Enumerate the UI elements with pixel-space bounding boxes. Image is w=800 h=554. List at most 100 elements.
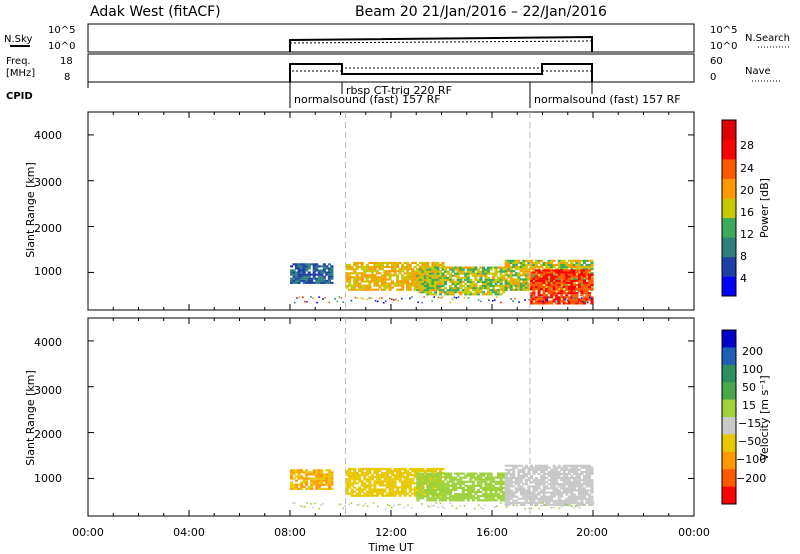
data-cell	[315, 481, 319, 484]
data-cell	[350, 478, 354, 481]
nsky-tick-top: 10^5	[48, 25, 75, 36]
data-cell	[479, 476, 483, 479]
data-cell	[529, 259, 533, 262]
data-cell	[307, 487, 311, 490]
data-cell	[360, 474, 364, 477]
data-cell	[365, 278, 369, 281]
data-cell	[486, 495, 490, 498]
data-cell	[416, 497, 420, 500]
data-cell	[489, 499, 493, 502]
data-cell	[588, 503, 592, 506]
data-cell	[507, 503, 511, 506]
data-cell	[418, 282, 422, 285]
data-cell	[358, 286, 362, 289]
data-cell	[413, 492, 417, 495]
data-cell	[524, 276, 528, 279]
data-cell	[560, 468, 564, 471]
data-cell	[453, 296, 456, 299]
data-cell	[591, 297, 593, 300]
data-cell	[358, 469, 362, 472]
data-cell	[441, 272, 445, 275]
data-cell	[370, 494, 374, 497]
data-cell	[393, 284, 397, 287]
data-cell	[464, 493, 468, 496]
data-cell	[484, 491, 488, 494]
data-cell	[433, 263, 437, 266]
data-cell	[416, 493, 420, 496]
data-cell	[368, 268, 372, 271]
data-cell	[418, 280, 422, 283]
data-cell	[534, 503, 538, 506]
data-cell	[461, 497, 465, 500]
data-cell	[474, 497, 478, 500]
data-cell	[514, 280, 518, 283]
data-cell	[300, 267, 304, 270]
data-cell	[542, 277, 546, 280]
data-cell	[411, 467, 415, 470]
xtick-0000-a: 00:00	[72, 526, 104, 539]
data-cell	[315, 265, 319, 268]
data-cell	[545, 497, 549, 500]
velocity-ylabel: Slant Range [km]	[24, 370, 37, 466]
data-cell	[413, 276, 417, 279]
data-cell	[585, 485, 589, 488]
data-cell	[484, 480, 488, 483]
data-cell	[348, 474, 352, 477]
data-cell	[439, 478, 443, 481]
data-cell	[439, 283, 443, 286]
data-cell	[545, 501, 549, 504]
data-cell	[545, 266, 549, 269]
data-cell	[577, 503, 581, 506]
data-cell	[358, 276, 362, 279]
data-cell	[421, 266, 425, 269]
data-cell	[330, 281, 334, 284]
data-cell	[330, 475, 334, 478]
data-cell	[517, 477, 521, 480]
data-cell	[492, 495, 496, 498]
data-cell	[406, 286, 410, 289]
data-cell	[552, 300, 556, 303]
data-cell	[567, 290, 571, 293]
data-cell	[494, 280, 498, 283]
data-cell	[567, 275, 571, 278]
data-cell	[575, 489, 579, 492]
data-cell	[570, 298, 574, 301]
data-cell	[312, 271, 316, 274]
data-cell	[401, 482, 405, 485]
data-cell	[378, 467, 382, 470]
data-cell	[307, 473, 311, 476]
data-cell	[567, 497, 571, 500]
data-cell	[565, 464, 569, 467]
data-cell	[449, 478, 453, 481]
data-cell	[567, 281, 571, 284]
data-cell	[363, 476, 367, 479]
data-cell	[542, 292, 546, 295]
data-cell	[436, 489, 440, 492]
data-cell	[577, 491, 581, 494]
data-cell	[307, 273, 311, 276]
data-cell	[439, 263, 443, 266]
data-cell	[575, 259, 579, 262]
data-cell	[522, 282, 526, 285]
data-cell	[474, 478, 478, 481]
data-cell	[330, 471, 334, 474]
data-cell	[529, 273, 533, 276]
data-cell	[590, 489, 594, 492]
data-cell	[290, 473, 294, 476]
data-cell	[532, 499, 536, 502]
data-cell	[494, 268, 498, 271]
data-cell	[350, 472, 354, 475]
data-cell	[545, 261, 549, 264]
data-cell	[570, 470, 574, 473]
data-cell	[370, 297, 373, 299]
data-cell	[512, 266, 516, 269]
data-cell	[590, 503, 594, 506]
data-cell	[428, 285, 432, 288]
data-cell	[560, 288, 564, 291]
data-cell	[529, 485, 533, 488]
data-cell	[509, 485, 513, 488]
data-cell	[534, 269, 538, 272]
data-cell	[504, 503, 508, 506]
data-cell	[550, 266, 554, 269]
data-cell	[534, 288, 538, 291]
